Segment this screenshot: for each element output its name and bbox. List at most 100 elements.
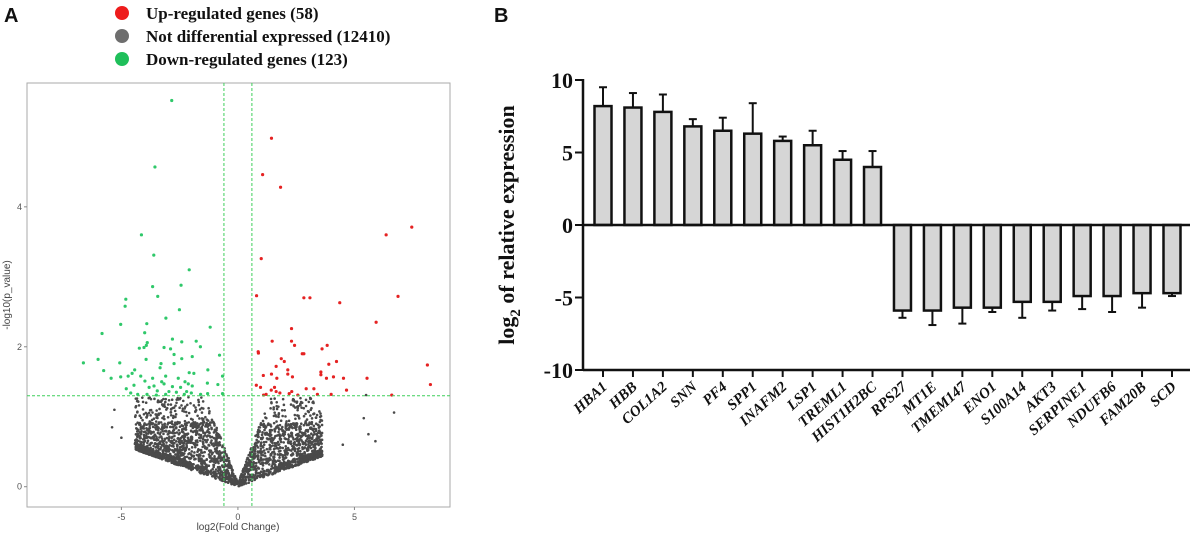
ns-point: [161, 416, 164, 420]
ns-point: [200, 396, 203, 399]
ns-point: [317, 443, 320, 447]
ns-point: [173, 434, 176, 438]
y-tick-label: 4: [17, 202, 22, 212]
ns-point: [146, 439, 150, 443]
ns-point: [302, 460, 306, 464]
down-regulated-point: [136, 392, 140, 396]
down-regulated-point: [124, 387, 128, 391]
ns-point: [146, 414, 149, 417]
ns-point: [141, 445, 145, 449]
ns-point: [211, 451, 215, 454]
ns-point: [309, 408, 313, 412]
ns-point: [160, 437, 164, 440]
ns-point: [165, 408, 168, 411]
ns-point: [142, 433, 146, 437]
ns-point: [293, 440, 296, 444]
ns-point: [194, 406, 197, 409]
ns-point: [262, 440, 266, 444]
ns-point: [134, 404, 138, 408]
ns-point: [141, 418, 144, 422]
ns-point: [158, 440, 162, 444]
up-regulated-point: [374, 320, 378, 324]
ns-point: [273, 469, 277, 473]
bar-serpine1: [1072, 223, 1092, 298]
ns-point: [178, 406, 181, 410]
ns-point: [227, 474, 231, 477]
ns-point: [272, 406, 276, 409]
down-regulated-point: [139, 233, 144, 237]
ns-point: [157, 426, 160, 430]
ns-point: [266, 438, 270, 441]
ns-point: [275, 400, 279, 404]
ns-point: [137, 434, 141, 437]
ns-point: [286, 461, 289, 464]
bar-hba1: [593, 104, 613, 227]
ns-point: [206, 425, 209, 429]
up-regulated-point: [274, 364, 278, 368]
ns-point: [226, 471, 229, 475]
ns-point: [190, 422, 193, 426]
ns-point: [282, 460, 286, 463]
ns-point: [292, 438, 295, 441]
bar-akt3: [1042, 223, 1062, 304]
down-regulated-point: [220, 392, 225, 396]
ns-point: [284, 456, 287, 459]
down-regulated-point: [124, 297, 128, 301]
ns-point: [205, 418, 209, 421]
bar-scd: [1162, 223, 1182, 295]
ns-point: [157, 400, 160, 404]
ns-point: [268, 428, 272, 432]
ns-point: [181, 424, 185, 428]
ns-point: [316, 456, 319, 460]
bar-ndufb6: [1102, 223, 1122, 298]
ns-point: [207, 453, 211, 456]
ns-point: [174, 453, 178, 456]
ns-point: [292, 443, 296, 446]
ns-point: [316, 439, 320, 443]
ns-point: [287, 419, 291, 423]
ns-point: [194, 445, 197, 449]
down-regulated-point: [170, 98, 174, 103]
ns-point: [293, 460, 297, 464]
ns-point: [285, 466, 289, 470]
ns-point: [312, 457, 316, 461]
ns-point: [183, 419, 187, 423]
up-regulated-point: [261, 373, 265, 378]
ns-point: [214, 439, 217, 443]
ns-point: [275, 407, 279, 411]
ns-point: [201, 451, 204, 454]
ns-point: [149, 414, 152, 417]
ns-point: [290, 434, 293, 438]
ns-point: [283, 453, 287, 457]
ns-point: [154, 420, 158, 423]
ns-point: [169, 413, 173, 417]
up-regulated-point: [325, 343, 329, 347]
ns-point: [283, 432, 287, 436]
ns-point: [260, 450, 264, 453]
ns-point: [182, 464, 185, 468]
ns-point: [199, 422, 203, 425]
ns-point: [138, 440, 142, 443]
ns-point: [227, 456, 230, 460]
down-regulated-point: [160, 380, 164, 384]
ns-point: [203, 438, 207, 442]
ns-point: [305, 460, 308, 463]
ns-point: [269, 447, 272, 451]
ns-point: [202, 431, 206, 435]
legend-marker-down: [115, 52, 129, 66]
ns-point: [199, 439, 202, 442]
ns-point: [304, 420, 307, 423]
ns-point: [310, 432, 313, 436]
ns-point: [211, 442, 215, 445]
ns-point: [250, 450, 254, 454]
ns-point: [271, 463, 274, 466]
ns-point: [139, 436, 142, 440]
ns-point: [173, 448, 177, 452]
ns-point: [279, 440, 283, 444]
down-regulated-point: [96, 357, 100, 361]
ns-point: [173, 409, 177, 413]
ns-point: [180, 445, 183, 449]
ns-point: [198, 457, 202, 460]
ns-point: [307, 423, 310, 427]
down-regulated-point: [139, 374, 143, 378]
